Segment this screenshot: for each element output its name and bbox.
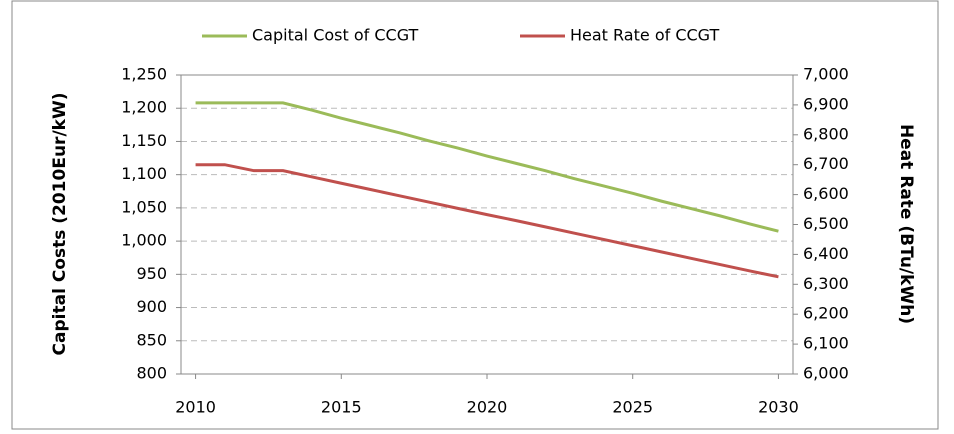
y-tick-label: 950 bbox=[136, 264, 167, 283]
x-tick-label: 2025 bbox=[612, 398, 653, 417]
y2-tick-label: 6,100 bbox=[803, 334, 849, 353]
y2-tick-label: 6,600 bbox=[803, 184, 849, 203]
y2-tick-label: 6,400 bbox=[803, 244, 849, 263]
x-tick-label: 2010 bbox=[175, 398, 216, 417]
y2-tick-label: 6,000 bbox=[803, 364, 849, 383]
y2-tick-label: 6,500 bbox=[803, 214, 849, 233]
y-tick-label: 850 bbox=[136, 330, 167, 349]
y2-tick-label: 6,700 bbox=[803, 154, 849, 173]
series-line bbox=[195, 101, 779, 233]
y-tick-label: 1,200 bbox=[121, 98, 167, 117]
x-tick-label: 2020 bbox=[467, 398, 508, 417]
y-axis-title: Capital Costs (2010Eur/kW) bbox=[50, 93, 70, 356]
y2-tick-label: 6,200 bbox=[803, 304, 849, 323]
y-tick-label: 1,250 bbox=[121, 65, 167, 84]
chart-border bbox=[11, 0, 939, 430]
y-tick-label: 800 bbox=[136, 364, 167, 383]
y2-tick-label: 7,000 bbox=[803, 65, 849, 84]
y-tick-label: 900 bbox=[136, 297, 167, 316]
x-tick-label: 2015 bbox=[321, 398, 362, 417]
y2-tick-label: 6,900 bbox=[803, 94, 849, 113]
series-line bbox=[195, 163, 779, 279]
y-tick-label: 1,050 bbox=[121, 197, 167, 216]
y2-tick-label: 6,800 bbox=[803, 124, 849, 143]
x-tick-label: 2030 bbox=[758, 398, 799, 417]
legend-label: Capital Cost of CCGT bbox=[252, 26, 419, 45]
y-tick-label: 1,000 bbox=[121, 231, 167, 250]
y-tick-label: 1,150 bbox=[121, 131, 167, 150]
y-tick-label: 1,100 bbox=[121, 164, 167, 183]
y2-tick-label: 6,300 bbox=[803, 274, 849, 293]
plot-frame bbox=[180, 74, 794, 375]
legend-label: Heat Rate of CCGT bbox=[570, 26, 719, 45]
y2-axis-title: Heat Rate (BTu/kWh) bbox=[896, 124, 916, 324]
